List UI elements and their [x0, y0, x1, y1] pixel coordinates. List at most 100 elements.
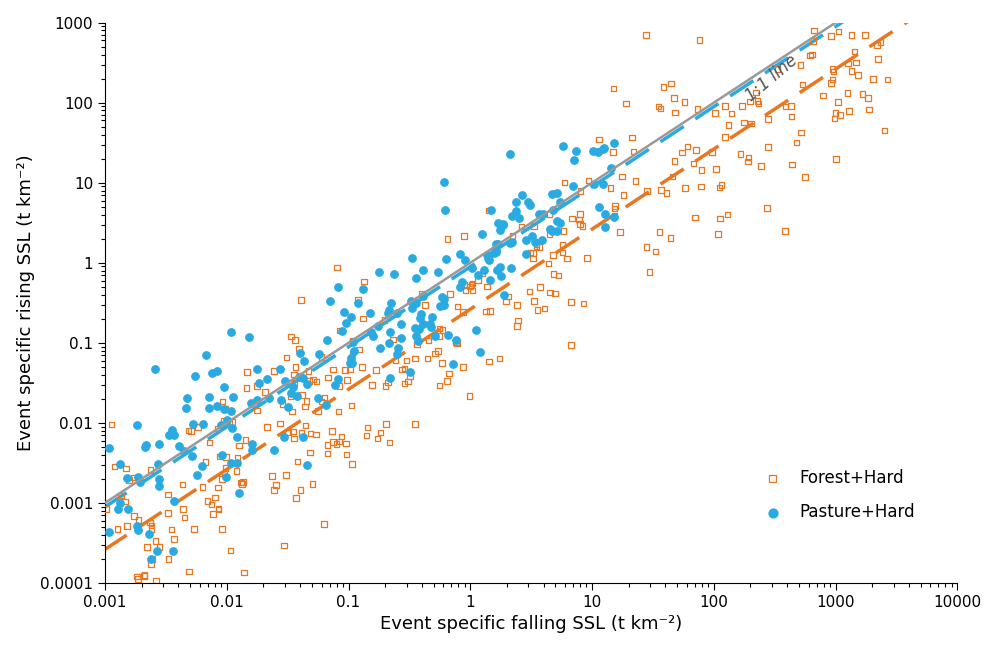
Forest+Hard — [456, 280, 472, 291]
Forest+Hard — [571, 214, 587, 225]
Forest+Hard — [293, 390, 309, 400]
Pasture+Hard — [149, 545, 165, 556]
Pasture+Hard — [527, 237, 543, 247]
Forest+Hard — [777, 226, 793, 236]
Pasture+Hard — [489, 265, 505, 275]
Forest+Hard — [136, 571, 152, 581]
Forest+Hard — [204, 499, 220, 510]
Forest+Hard — [372, 427, 388, 437]
Pasture+Hard — [148, 364, 164, 374]
Forest+Hard — [442, 289, 458, 299]
Forest+Hard — [176, 504, 192, 514]
Pasture+Hard — [198, 350, 214, 360]
Pasture+Hard — [504, 211, 520, 221]
Pasture+Hard — [536, 209, 552, 219]
Forest+Hard — [591, 134, 607, 144]
Forest+Hard — [529, 241, 545, 252]
Forest+Hard — [195, 482, 211, 492]
Forest+Hard — [210, 482, 226, 493]
Forest+Hard — [606, 83, 622, 94]
Forest+Hard — [126, 511, 142, 521]
Forest+Hard — [478, 306, 494, 317]
Forest+Hard — [663, 79, 679, 89]
Pasture+Hard — [492, 261, 508, 272]
Forest+Hard — [304, 479, 320, 489]
Forest+Hard — [592, 146, 608, 156]
Forest+Hard — [333, 432, 349, 442]
Forest+Hard — [861, 104, 877, 114]
Forest+Hard — [210, 423, 226, 434]
Forest+Hard — [414, 288, 430, 298]
Pasture+Hard — [408, 272, 424, 283]
Pasture+Hard — [370, 267, 386, 278]
Forest+Hard — [624, 132, 640, 142]
Forest+Hard — [125, 631, 141, 642]
Forest+Hard — [119, 521, 135, 531]
Forest+Hard — [144, 521, 160, 531]
Pasture+Hard — [120, 503, 136, 514]
Pasture+Hard — [413, 309, 429, 319]
Forest+Hard — [121, 474, 137, 485]
Forest+Hard — [219, 452, 235, 462]
Pasture+Hard — [422, 318, 438, 329]
Pasture+Hard — [101, 443, 117, 453]
Pasture+Hard — [335, 307, 351, 317]
Pasture+Hard — [361, 308, 377, 318]
Forest+Hard — [686, 159, 702, 169]
Pasture+Hard — [389, 343, 405, 353]
Forest+Hard — [639, 186, 655, 196]
Forest+Hard — [215, 474, 231, 484]
Forest+Hard — [107, 461, 123, 471]
Pasture+Hard — [290, 371, 306, 382]
Pasture+Hard — [210, 365, 226, 376]
Pasture+Hard — [568, 146, 584, 156]
Pasture+Hard — [346, 345, 362, 356]
Forest+Hard — [396, 363, 412, 374]
Forest+Hard — [278, 470, 294, 480]
Pasture+Hard — [468, 324, 484, 335]
Forest+Hard — [659, 188, 675, 198]
Forest+Hard — [678, 183, 694, 193]
Pasture+Hard — [470, 270, 486, 280]
Forest+Hard — [223, 545, 239, 556]
Pasture+Hard — [151, 439, 167, 449]
Pasture+Hard — [232, 488, 248, 499]
Forest+Hard — [806, 25, 822, 36]
Pasture+Hard — [524, 231, 540, 242]
Forest+Hard — [638, 30, 654, 40]
Forest+Hard — [439, 233, 455, 244]
Forest+Hard — [872, 37, 888, 47]
Pasture+Hard — [522, 200, 538, 210]
Forest+Hard — [302, 447, 318, 458]
Pasture+Hard — [151, 473, 167, 484]
Forest+Hard — [887, 0, 903, 8]
Forest+Hard — [310, 406, 326, 416]
Forest+Hard — [381, 437, 397, 448]
Pasture+Hard — [327, 380, 343, 390]
Forest+Hard — [474, 268, 490, 279]
Forest+Hard — [274, 399, 290, 410]
Forest+Hard — [301, 376, 317, 387]
Forest+Hard — [712, 183, 728, 193]
Forest+Hard — [788, 137, 804, 148]
Pasture+Hard — [411, 324, 427, 335]
Forest+Hard — [337, 438, 353, 448]
Pasture+Hard — [130, 420, 146, 430]
Forest+Hard — [316, 519, 332, 529]
Forest+Hard — [457, 285, 473, 295]
Forest+Hard — [278, 352, 294, 363]
Forest+Hard — [656, 82, 672, 92]
Pasture+Hard — [438, 254, 454, 264]
Forest+Hard — [693, 181, 709, 192]
Pasture+Hard — [137, 442, 153, 452]
Pasture+Hard — [544, 226, 560, 236]
Forest+Hard — [455, 307, 471, 317]
Forest+Hard — [218, 404, 234, 415]
Pasture+Hard — [490, 217, 506, 228]
Pasture+Hard — [534, 235, 550, 245]
Forest+Hard — [741, 156, 756, 166]
Pasture+Hard — [415, 318, 431, 329]
Forest+Hard — [293, 428, 309, 438]
Pasture+Hard — [552, 197, 568, 207]
Forest+Hard — [556, 226, 572, 236]
